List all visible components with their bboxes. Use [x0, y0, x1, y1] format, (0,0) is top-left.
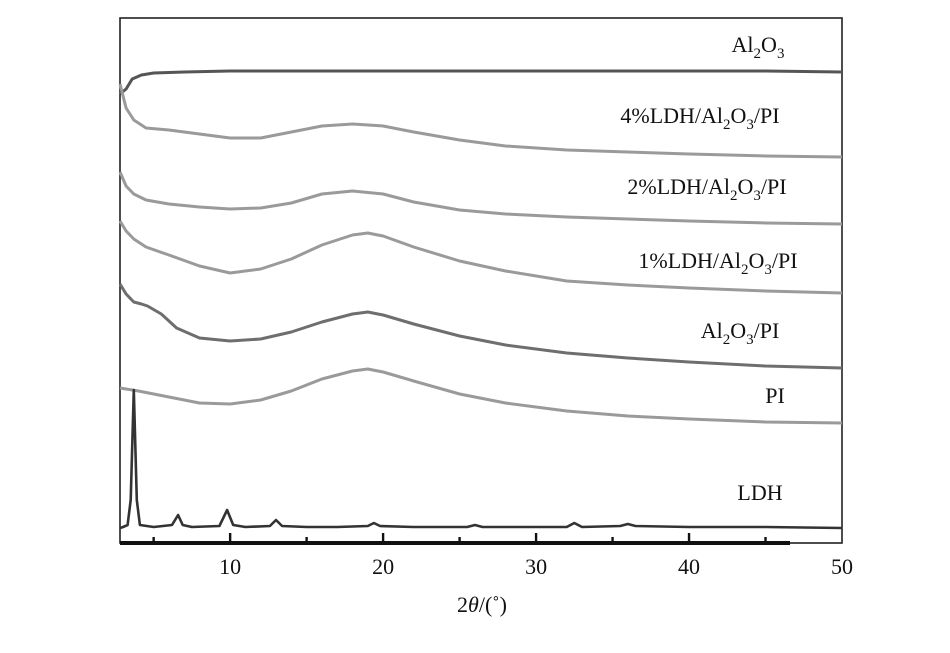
series-lines	[118, 69, 843, 530]
series-label-5: Al2O3/PI	[701, 318, 780, 348]
series-line-6	[119, 367, 843, 425]
x-tick-label: 30	[525, 554, 547, 579]
series-line-1	[119, 69, 843, 96]
plot-frame	[119, 17, 843, 544]
x-axis-title-theta: θ	[468, 592, 479, 617]
x-axis-title-prefix: 2	[457, 592, 468, 617]
series-line-7	[119, 388, 843, 530]
x-tick-labels: 10 20 30 40 50	[219, 554, 853, 579]
series-line-4	[118, 220, 843, 295]
x-tick-label: 20	[372, 554, 394, 579]
series-labels: Al2O3 4%LDH/Al2O3/PI 2%LDH/Al2O3/PI 1%LDH/A…	[620, 32, 797, 505]
series-label-1: Al2O3	[732, 32, 785, 62]
x-tick-label: 50	[831, 554, 853, 579]
x-tick-label: 40	[678, 554, 700, 579]
series-label-7: LDH	[737, 480, 782, 505]
series-label-6: PI	[765, 383, 785, 408]
series-label-4: 1%LDH/Al2O3/PI	[638, 248, 797, 278]
x-tick-label: 10	[219, 554, 241, 579]
series-line-2	[118, 83, 843, 159]
x-ticks	[152, 533, 767, 543]
series-label-3: 2%LDH/Al2O3/PI	[627, 174, 786, 204]
series-line-3	[118, 171, 843, 226]
series-line-5	[118, 283, 843, 370]
x-axis-title-unit: /(˚)	[479, 592, 507, 617]
x-axis-title: 2θ/(˚)	[457, 592, 507, 617]
series-label-2: 4%LDH/Al2O3/PI	[620, 103, 779, 133]
